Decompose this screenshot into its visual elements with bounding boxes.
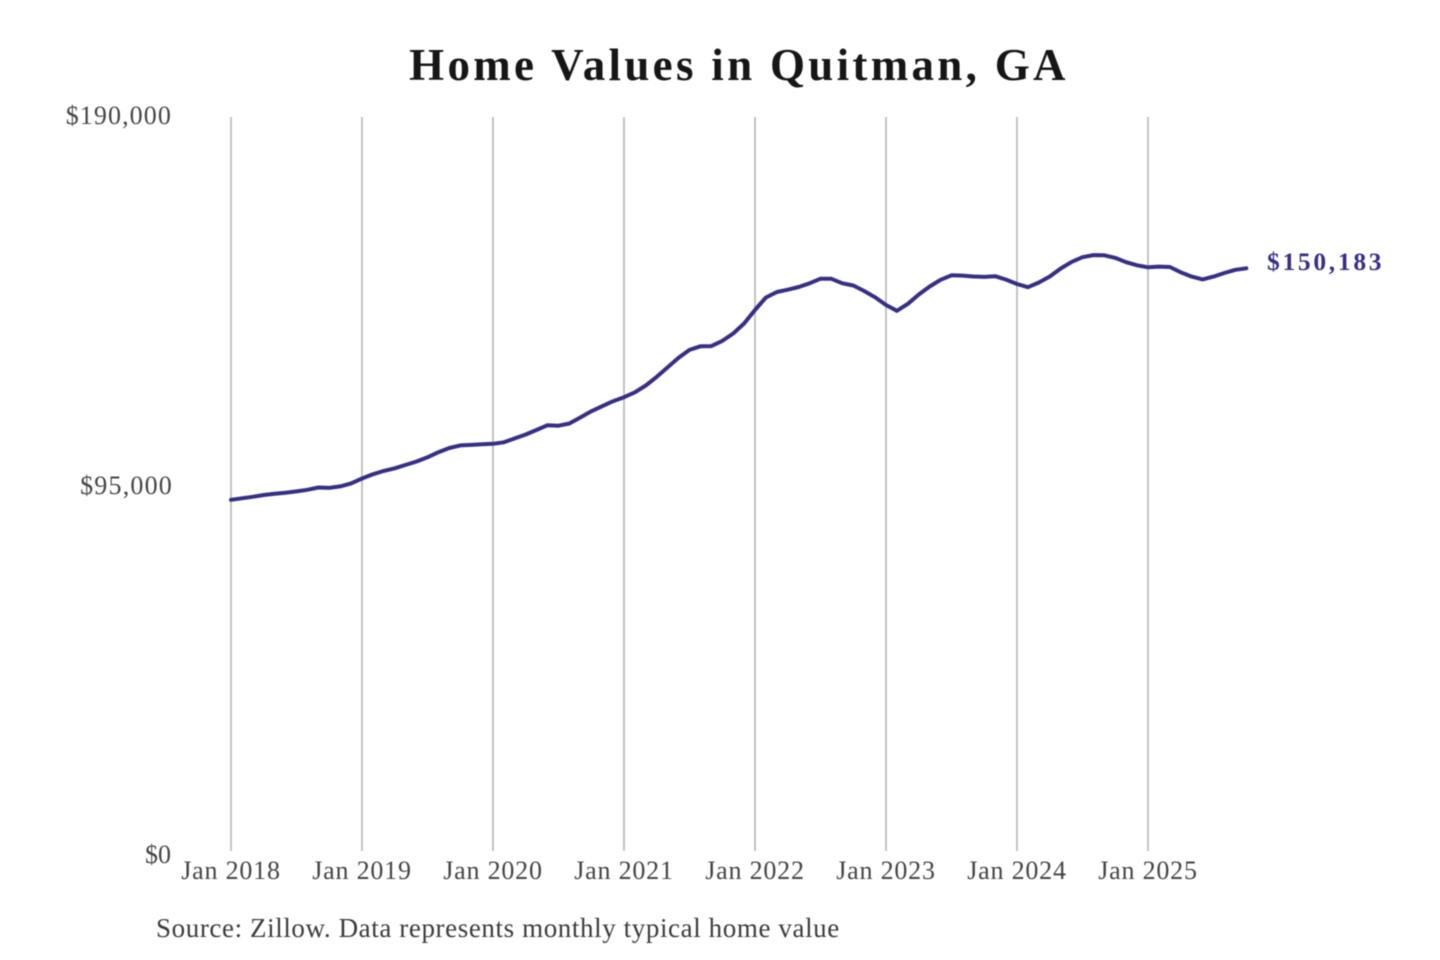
svg-text:$150,183: $150,183 xyxy=(1267,247,1384,276)
svg-text:Jan 2025: Jan 2025 xyxy=(1098,856,1198,885)
svg-text:Jan 2022: Jan 2022 xyxy=(705,856,805,885)
svg-text:$95,000: $95,000 xyxy=(80,471,173,500)
svg-text:Jan 2021: Jan 2021 xyxy=(574,856,674,885)
svg-text:Jan 2018: Jan 2018 xyxy=(181,856,281,885)
svg-text:Jan 2023: Jan 2023 xyxy=(836,856,936,885)
svg-text:Jan 2024: Jan 2024 xyxy=(967,856,1067,885)
svg-text:Jan 2019: Jan 2019 xyxy=(312,856,412,885)
svg-text:$190,000: $190,000 xyxy=(66,101,172,130)
svg-text:Home Values in Quitman, GA: Home Values in Quitman, GA xyxy=(409,40,1069,90)
svg-text:Jan 2020: Jan 2020 xyxy=(443,856,543,885)
svg-text:$0: $0 xyxy=(145,840,171,869)
svg-text:Source: Zillow. Data represent: Source: Zillow. Data represents monthly … xyxy=(156,913,840,943)
